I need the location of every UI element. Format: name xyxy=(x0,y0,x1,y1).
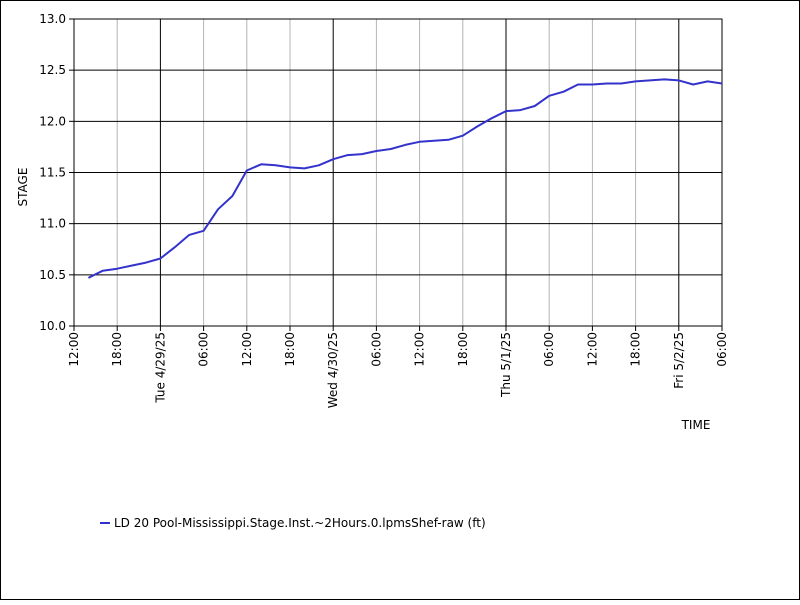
y-tick-labels: 10.0 10.5 11.0 11.5 12.0 12.5 13.0 xyxy=(39,12,74,333)
y-tick-label: 10.5 xyxy=(39,268,66,282)
x-tick-label: 18:00 xyxy=(110,332,124,367)
x-tick-label: 06:00 xyxy=(197,332,211,367)
y-tick-label: 10.0 xyxy=(39,319,66,333)
x-tick-label-major: Thu 5/1/25 xyxy=(499,332,513,398)
y-tick-label: 12.5 xyxy=(39,63,66,77)
x-tick-label: 12:00 xyxy=(585,332,599,367)
x-tick-label: 18:00 xyxy=(629,332,643,367)
x-tick-label: 18:00 xyxy=(456,332,470,367)
grid-lines xyxy=(73,18,723,327)
x-tick-label-major: Tue 4/29/25 xyxy=(153,332,167,404)
y-tick-label: 13.0 xyxy=(39,12,66,26)
y-tick-label: 11.5 xyxy=(39,166,66,180)
x-tick-label-major: Fri 5/2/25 xyxy=(672,332,686,389)
x-tick-label-major: Wed 4/30/25 xyxy=(326,332,340,408)
x-tick-label: 06:00 xyxy=(369,332,383,367)
x-tick-label: 06:00 xyxy=(715,332,729,367)
series-layer xyxy=(87,78,723,279)
x-tick-label: 18:00 xyxy=(283,332,297,367)
legend: LD 20 Pool-Mississippi.Stage.Inst.~2Hour… xyxy=(100,516,486,530)
y-axis-label: STAGE xyxy=(16,168,30,207)
y-tick-label: 12.0 xyxy=(39,114,66,128)
x-axis-label: TIME xyxy=(681,418,711,432)
series-line xyxy=(87,78,723,279)
x-tick-labels: 12:00 18:00 06:00 12:00 18:00 06:00 12:00 18:00… xyxy=(67,326,729,408)
x-tick-label: 12:00 xyxy=(240,332,254,367)
x-tick-label: 12:00 xyxy=(67,332,81,367)
x-tick-label: 12:00 xyxy=(413,332,427,367)
legend-label: LD 20 Pool-Mississippi.Stage.Inst.~2Hour… xyxy=(114,516,486,530)
y-tick-label: 11.0 xyxy=(39,217,66,231)
x-tick-label: 06:00 xyxy=(542,332,556,367)
